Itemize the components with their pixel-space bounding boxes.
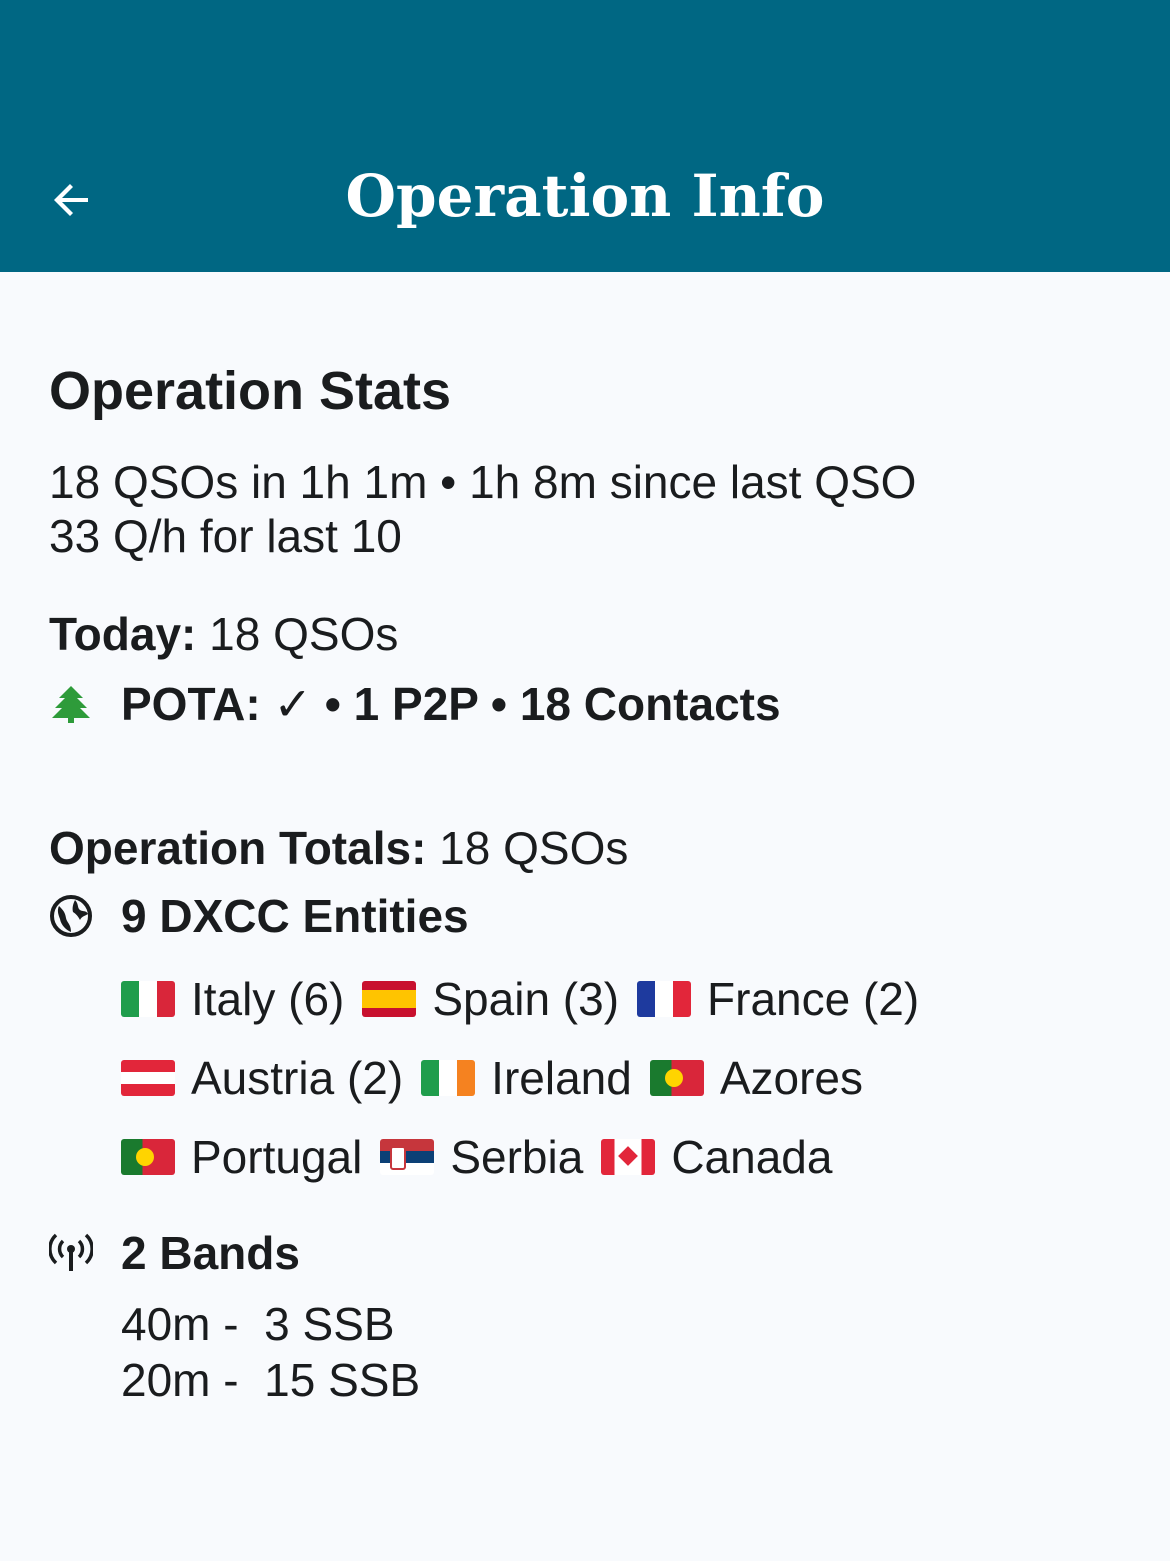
pota-row: POTA: ✓ • 1 P2P • 18 Contacts — [49, 673, 1129, 735]
stats-rate: 33 Q/h for last 10 — [49, 510, 402, 562]
dxcc-row: 9 DXCC Entities — [49, 885, 1129, 947]
flag-italy-icon — [121, 980, 175, 1017]
country-row: Italy (6) Spain (3) France (2) — [121, 959, 1129, 1038]
totals-label: Operation Totals: — [49, 822, 427, 874]
bands-row: 2 Bands — [49, 1222, 1129, 1284]
today-value: 18 QSOs — [196, 608, 399, 660]
antenna-icon — [49, 1233, 93, 1271]
stats-title: Operation Stats — [49, 361, 452, 421]
country-italy: Italy (6) — [121, 972, 344, 1026]
country-list: Italy (6) Spain (3) France (2) Austria (… — [121, 959, 1129, 1196]
bands-title: 2 Bands — [121, 1227, 300, 1279]
country-serbia: Serbia — [380, 1130, 583, 1184]
stats-summary: 18 QSOs in 1h 1m • 1h 8m since last QSO — [49, 456, 917, 508]
country-azores: Azores — [649, 1051, 863, 1105]
flag-spain-icon — [362, 980, 417, 1017]
flag-canada-icon — [601, 1138, 656, 1175]
country-france: France (2) — [637, 972, 919, 1026]
page-title: Operation Info — [345, 162, 825, 230]
country-spain: Spain (3) — [362, 972, 619, 1026]
country-ireland: Ireland — [421, 1051, 632, 1105]
globe-icon — [50, 895, 92, 937]
tree-icon — [52, 686, 90, 723]
flag-serbia-icon — [380, 1138, 435, 1175]
today-label: Today: — [49, 608, 197, 660]
country-portugal: Portugal — [121, 1130, 362, 1184]
country-row: Austria (2) Ireland Azores — [121, 1038, 1129, 1117]
content: Operation Stats 18 QSOs in 1h 1m • 1h 8m… — [49, 355, 1129, 1408]
pota-summary: POTA: ✓ • 1 P2P • 18 Contacts — [121, 678, 781, 730]
country-row: Portugal Serbia Canada — [121, 1117, 1129, 1196]
flag-ireland-icon — [421, 1059, 476, 1096]
totals-row: Operation Totals: 18 QSOs — [49, 817, 1129, 879]
band-item: 20m - 15 SSB — [121, 1354, 421, 1406]
app-bar: Operation Info — [0, 0, 1170, 272]
flag-portugal-icon — [649, 1059, 704, 1096]
country-austria: Austria (2) — [121, 1051, 403, 1105]
country-canada: Canada — [601, 1130, 832, 1184]
arrow-back-icon — [54, 184, 88, 216]
flag-portugal-icon — [121, 1138, 175, 1175]
totals-value: 18 QSOs — [426, 822, 629, 874]
dxcc-count: 9 DXCC Entities — [121, 890, 469, 942]
back-button[interactable] — [40, 168, 104, 232]
band-item: 40m - 3 SSB — [121, 1298, 395, 1350]
flag-austria-icon — [121, 1059, 175, 1096]
today-row: Today: 18 QSOs — [49, 603, 1129, 665]
flag-france-icon — [637, 980, 692, 1017]
